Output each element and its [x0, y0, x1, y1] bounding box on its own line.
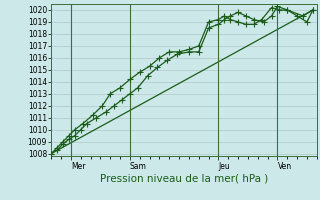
X-axis label: Pression niveau de la mer( hPa ): Pression niveau de la mer( hPa ) — [100, 173, 268, 183]
